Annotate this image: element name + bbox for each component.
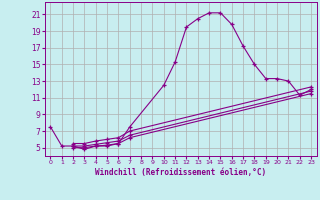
X-axis label: Windchill (Refroidissement éolien,°C): Windchill (Refroidissement éolien,°C) — [95, 168, 266, 177]
